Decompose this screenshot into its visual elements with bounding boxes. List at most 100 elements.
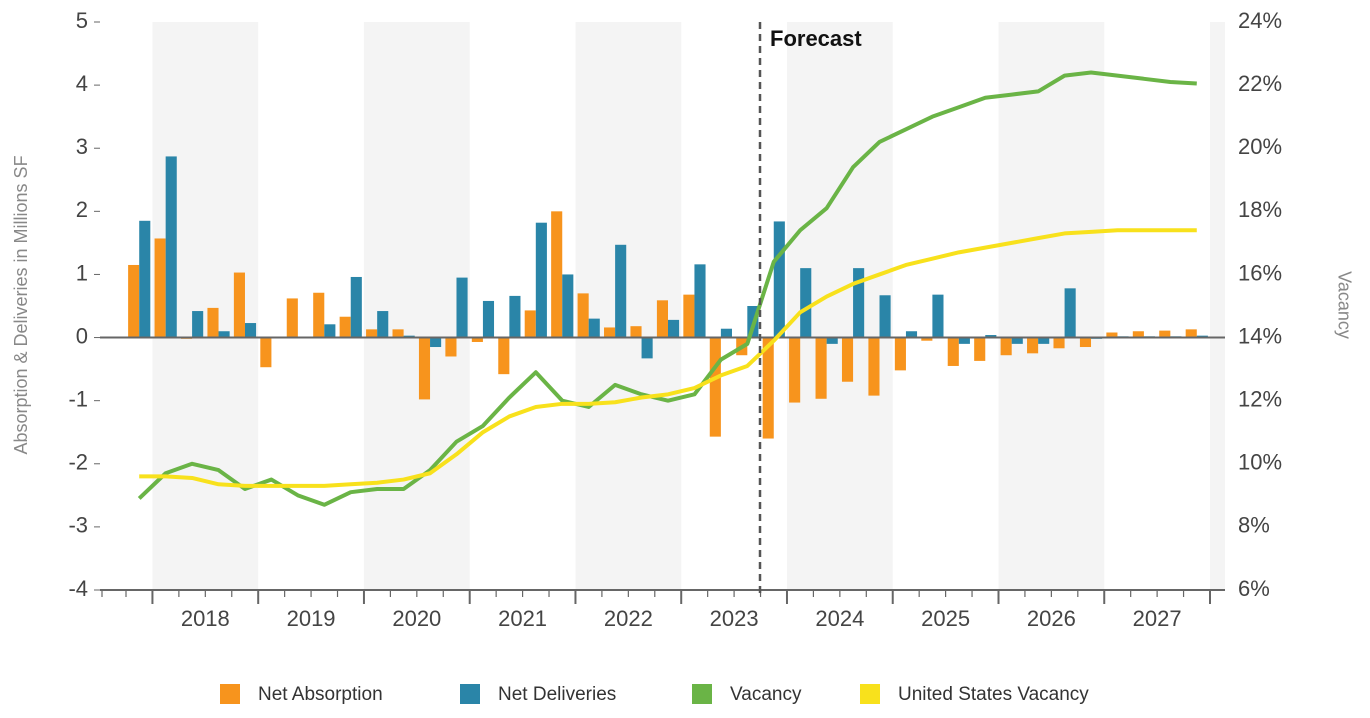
bar bbox=[720, 328, 732, 338]
bar bbox=[350, 276, 362, 338]
bar bbox=[694, 264, 706, 338]
bar bbox=[324, 324, 336, 338]
line bbox=[137, 70, 1197, 507]
bar bbox=[1027, 337, 1039, 354]
bar bbox=[773, 221, 785, 338]
y2-tick-label: 10% bbox=[1238, 450, 1282, 475]
y-tick-label: 5 bbox=[76, 8, 88, 33]
bar bbox=[985, 335, 997, 338]
bar bbox=[471, 337, 483, 342]
bar bbox=[630, 326, 642, 338]
forecast-label: Forecast bbox=[770, 26, 862, 51]
y2-tick-label: 22% bbox=[1238, 71, 1282, 96]
bar bbox=[789, 337, 801, 403]
bar bbox=[879, 295, 891, 338]
bar bbox=[366, 329, 378, 338]
legend-label: Net Deliveries bbox=[498, 684, 616, 705]
bar bbox=[218, 331, 230, 338]
bar bbox=[577, 293, 589, 338]
bar bbox=[894, 337, 906, 371]
bar bbox=[139, 220, 151, 338]
legend-label: Net Absorption bbox=[258, 684, 383, 705]
y2-tick-label: 20% bbox=[1238, 134, 1282, 159]
bar bbox=[615, 244, 627, 338]
bar bbox=[524, 310, 536, 338]
legend-swatch bbox=[460, 684, 480, 704]
bar bbox=[905, 331, 918, 338]
x-tick-label: 2019 bbox=[287, 606, 336, 631]
legend-swatch bbox=[220, 684, 240, 704]
bar bbox=[815, 337, 827, 399]
bar bbox=[588, 318, 600, 338]
bar bbox=[868, 337, 880, 396]
y-tick-label: 4 bbox=[76, 71, 88, 96]
y2-tick-label: 6% bbox=[1238, 576, 1270, 601]
bar bbox=[498, 337, 510, 375]
y-tick-label: -2 bbox=[68, 450, 88, 475]
x-tick-label: 2025 bbox=[921, 606, 970, 631]
bar bbox=[128, 264, 140, 338]
y-tick-label: -3 bbox=[68, 513, 88, 538]
bar bbox=[668, 319, 680, 338]
legend-swatch bbox=[692, 684, 712, 704]
bar bbox=[709, 337, 721, 437]
bar bbox=[1079, 337, 1092, 348]
bar bbox=[551, 211, 563, 338]
x-tick-label: 2021 bbox=[498, 606, 547, 631]
bar bbox=[456, 277, 468, 338]
bar bbox=[641, 337, 653, 359]
bar bbox=[418, 337, 431, 400]
bar bbox=[921, 337, 933, 341]
bar bbox=[604, 327, 616, 338]
legend-swatch bbox=[860, 684, 880, 704]
bar bbox=[1064, 288, 1076, 338]
y-tick-label: -4 bbox=[68, 576, 88, 601]
bar bbox=[932, 294, 944, 338]
bar bbox=[1011, 337, 1023, 344]
x-tick-label: 2027 bbox=[1133, 606, 1182, 631]
y2-tick-label: 12% bbox=[1238, 386, 1282, 411]
bar bbox=[233, 272, 245, 338]
bar bbox=[509, 295, 521, 338]
x-tick-label: 2026 bbox=[1027, 606, 1076, 631]
bar bbox=[947, 337, 959, 366]
bar bbox=[260, 337, 272, 368]
bar bbox=[377, 311, 389, 338]
bar bbox=[974, 337, 986, 361]
bar bbox=[313, 292, 325, 338]
y2-tick-label: 8% bbox=[1238, 513, 1270, 538]
bar bbox=[244, 323, 257, 338]
bar bbox=[430, 337, 442, 348]
y-axis-title: Absorption & Deliveries in Millions SF bbox=[11, 155, 31, 454]
bar bbox=[165, 156, 177, 338]
y2-tick-label: 14% bbox=[1238, 323, 1282, 348]
legend-label: United States Vacancy bbox=[898, 684, 1089, 705]
y-tick-label: 1 bbox=[76, 260, 88, 285]
x-tick-label: 2024 bbox=[815, 606, 864, 631]
y-tick-label: 0 bbox=[76, 323, 88, 348]
bar bbox=[562, 274, 574, 338]
bar bbox=[392, 329, 404, 338]
bar bbox=[1106, 332, 1118, 338]
bar bbox=[841, 337, 854, 382]
year-band bbox=[363, 22, 470, 590]
bar bbox=[207, 307, 219, 338]
y-tick-label: 3 bbox=[76, 134, 88, 159]
bar bbox=[154, 238, 166, 338]
bar bbox=[1000, 337, 1012, 356]
x-tick-label: 2018 bbox=[181, 606, 230, 631]
bar bbox=[192, 311, 204, 338]
legend-label: Vacancy bbox=[730, 684, 802, 705]
y2-tick-label: 18% bbox=[1238, 197, 1282, 222]
bar bbox=[482, 300, 495, 338]
y-tick-label: -1 bbox=[68, 386, 88, 411]
bar bbox=[1053, 337, 1065, 349]
bar bbox=[853, 268, 865, 338]
year-band bbox=[1210, 22, 1225, 590]
bar bbox=[339, 316, 351, 338]
bar bbox=[286, 298, 298, 338]
y2-axis-title: Vacancy bbox=[1334, 271, 1354, 339]
x-tick-label: 2020 bbox=[392, 606, 441, 631]
